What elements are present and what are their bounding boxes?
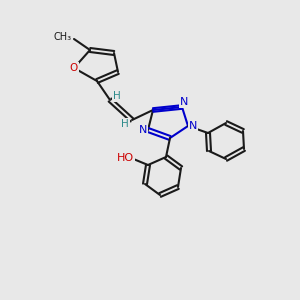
Text: CH₃: CH₃ [54, 32, 72, 42]
Text: N: N [189, 121, 197, 131]
Text: N: N [139, 125, 147, 135]
Text: N: N [180, 97, 188, 107]
Text: H: H [113, 91, 121, 101]
Text: O: O [70, 63, 78, 73]
Text: HO: HO [116, 153, 134, 163]
Text: H: H [121, 119, 129, 129]
